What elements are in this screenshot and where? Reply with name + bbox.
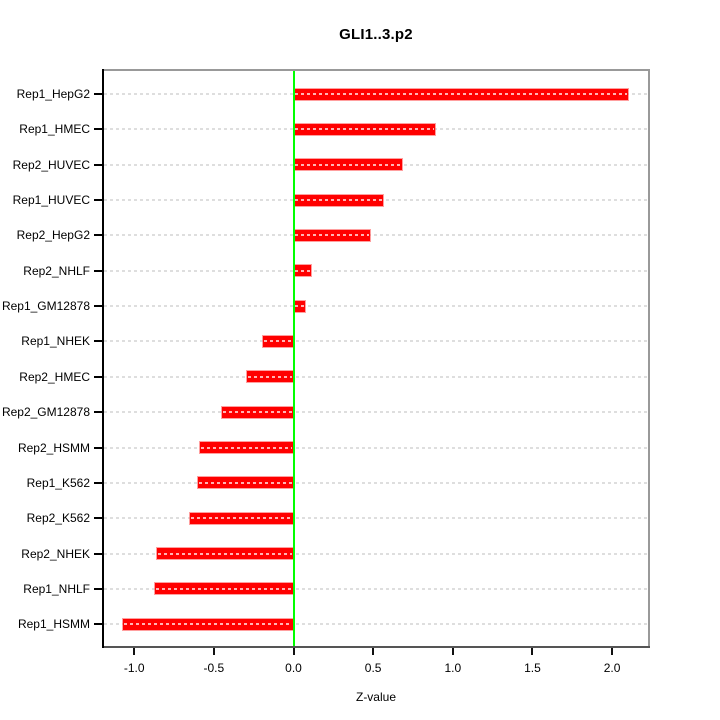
plot-border-right (648, 69, 650, 648)
bar-gridline-overlay (294, 269, 311, 272)
y-axis-label: Rep2_HMEC (19, 369, 90, 384)
y-axis-label: Rep2_NHLF (23, 263, 90, 278)
y-tick (94, 587, 102, 590)
bar-gridline-overlay (222, 411, 293, 414)
bar-gridline-overlay (155, 587, 293, 590)
y-tick (94, 128, 102, 131)
y-axis-label: Rep1_NHEK (21, 334, 90, 349)
gridline (104, 517, 648, 520)
x-tick (372, 648, 375, 655)
y-tick (94, 269, 102, 272)
bar-Rep1_HepG2 (293, 88, 629, 100)
y-axis-label: Rep1_GM12878 (1, 299, 90, 314)
bar-gridline-overlay (124, 623, 293, 626)
y-axis-line (102, 69, 104, 648)
chart-title: GLI1..3.p2 (339, 26, 413, 43)
y-axis-label: Rep2_NHEK (21, 546, 90, 561)
bar-Rep2_HSMM (199, 442, 294, 453)
bar-gridline-overlay (294, 305, 304, 308)
y-tick (94, 340, 102, 343)
plot-border-bottom (102, 646, 650, 648)
x-tick-label: -1.0 (123, 661, 145, 675)
bar-Rep2_GM12878 (221, 406, 294, 418)
bar-gridline-overlay (198, 481, 293, 484)
y-axis-label: Rep2_K562 (26, 511, 90, 526)
bar-gridline-overlay (157, 552, 293, 555)
y-tick (94, 552, 102, 555)
bar-Rep1_HSMM (123, 618, 294, 630)
x-tick-label: 1.0 (444, 661, 462, 675)
gridline (104, 234, 648, 237)
bar-gridline-overlay (294, 128, 435, 131)
y-tick (94, 234, 102, 237)
gridline (104, 481, 648, 484)
y-tick (94, 163, 102, 166)
bar-gridline-overlay (190, 517, 293, 520)
x-tick-label: 0.5 (364, 661, 382, 675)
gridline (104, 446, 648, 449)
bar-gridline-overlay (294, 199, 382, 202)
bar-Rep1_HMEC (293, 123, 436, 135)
bar-Rep2_NHLF (293, 265, 312, 277)
y-tick (94, 375, 102, 378)
bar-Rep2_HepG2 (293, 229, 370, 241)
bar-gridline-overlay (294, 93, 628, 95)
x-tick-label: -0.5 (203, 661, 225, 675)
gridline (104, 340, 648, 343)
bar-gridline-overlay (294, 234, 369, 237)
gridline (104, 269, 648, 272)
gridline (104, 411, 648, 414)
y-axis-label: Rep1_NHLF (23, 581, 90, 596)
y-axis-label: Rep1_HMEC (19, 122, 90, 137)
x-tick-label: 1.5 (524, 661, 541, 675)
y-axis-label: Rep1_HSMM (17, 617, 90, 632)
x-tick (292, 648, 295, 655)
gridline (104, 623, 648, 626)
plot-border-top (102, 69, 650, 71)
y-axis-label: Rep1_HepG2 (16, 87, 90, 101)
y-tick (94, 305, 102, 308)
zero-line (292, 71, 295, 646)
gridline (104, 305, 648, 308)
bar-Rep2_K562 (189, 512, 294, 524)
y-axis-label: Rep2_GM12878 (1, 405, 90, 420)
x-tick (133, 648, 136, 655)
gridline (104, 587, 648, 590)
x-axis-title: Z-value (355, 690, 396, 704)
y-tick (94, 446, 102, 449)
y-axis-label: Rep2_HUVEC (12, 157, 90, 172)
y-tick (94, 93, 102, 95)
y-axis-label: Rep2_HepG2 (16, 228, 90, 243)
bar-gridline-overlay (200, 446, 293, 449)
x-tick (531, 648, 534, 655)
bar-gridline-overlay (248, 375, 293, 378)
bar-Rep1_HUVEC (293, 194, 383, 206)
bar-Rep1_NHEK (263, 335, 294, 347)
x-tick-label: 0.0 (285, 661, 302, 675)
bar-Rep2_HUVEC (293, 159, 402, 171)
bar-Rep2_NHEK (156, 548, 294, 560)
bar-Rep1_GM12878 (293, 300, 305, 312)
y-tick (94, 481, 102, 484)
gridline (104, 552, 648, 555)
y-tick (94, 623, 102, 626)
plot-area (104, 71, 648, 646)
x-tick (611, 648, 614, 655)
y-tick (94, 199, 102, 202)
y-axis-label: Rep2_HSMM (17, 440, 90, 455)
y-axis-label: Rep1_K562 (26, 475, 90, 490)
bar-gridline-overlay (294, 163, 401, 166)
x-tick (451, 648, 454, 655)
y-tick (94, 517, 102, 520)
y-tick (94, 411, 102, 414)
gridline (104, 375, 648, 378)
x-tick (212, 648, 215, 655)
x-tick-label: 2.0 (603, 661, 621, 675)
y-axis-label: Rep1_HUVEC (12, 193, 90, 208)
bar-Rep2_HMEC (247, 371, 294, 383)
bar-Rep1_K562 (197, 477, 294, 489)
bar-gridline-overlay (264, 340, 293, 343)
bar-Rep1_NHLF (154, 583, 294, 595)
